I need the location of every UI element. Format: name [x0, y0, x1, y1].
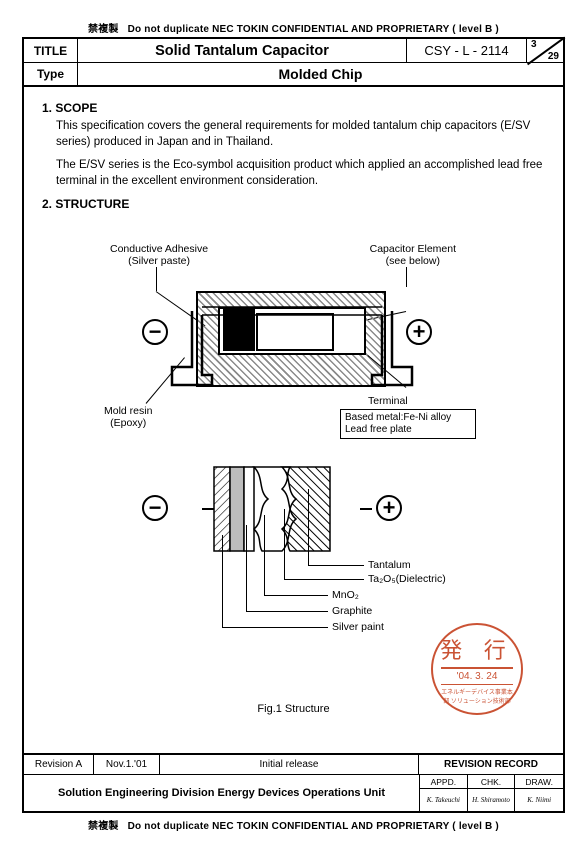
sig-draw-label: DRAW. [515, 775, 563, 788]
figure-caption: Fig.1 Structure [42, 703, 545, 715]
conf-jp: 禁複製 [88, 24, 119, 35]
label-terminal: Terminal [368, 395, 408, 407]
revision-date: Nov.1.'01 [94, 755, 160, 774]
label-tantalum: Tantalum [368, 559, 411, 571]
label-mold-resin: Mold resin (Epoxy) [104, 405, 152, 429]
revision-desc: Initial release [160, 755, 419, 774]
title-value: Solid Tantalum Capacitor [78, 39, 407, 62]
label-silver-paint: Silver paint [332, 621, 384, 633]
issue-stamp: 発 行 '04. 3. 24 エネルギーデバイス事業本部 ソリューション技術部 [431, 623, 523, 715]
plus-icon-2: + [376, 495, 402, 521]
label-capacitor-element: Capacitor Element (see below) [370, 243, 456, 267]
unit-name: Solution Engineering Division Energy Dev… [24, 775, 419, 811]
page-number: 3 29 [527, 39, 563, 62]
revision-record-label: REVISION RECORD [419, 755, 563, 774]
structure-heading: 2. STRUCTURE [42, 197, 545, 211]
confidentiality-footer: 禁複製 Do not duplicate NEC TOKIN CONFIDENT… [22, 817, 565, 832]
figure-1a-cross-section: Conductive Adhesive (Silver paste) Capac… [96, 243, 476, 433]
body-area: 1. SCOPE This specification covers the g… [24, 87, 563, 753]
sig-draw: K. Niimi [515, 789, 563, 811]
doc-code: CSY - L - 2114 [407, 39, 527, 62]
terminal-spec-box: Based metal:Fe-Ni alloy Lead free plate [340, 409, 476, 439]
signatures: APPD. CHK. DRAW. K. Takeuchi H. Shiramot… [419, 775, 563, 811]
type-value: Molded Chip [78, 63, 563, 85]
figure-area: Conductive Adhesive (Silver paste) Capac… [42, 215, 545, 715]
sig-chk-label: CHK. [468, 775, 516, 788]
title-label: TITLE [24, 39, 78, 62]
stamp-date: '04. 3. 24 [457, 671, 498, 682]
confidentiality-header: 禁複製 Do not duplicate NEC TOKIN CONFIDENT… [22, 20, 565, 35]
header-row-title: TITLE Solid Tantalum Capacitor CSY - L -… [24, 39, 563, 63]
header-row-type: Type Molded Chip [24, 63, 563, 87]
figure-1b-layers: − + [138, 465, 468, 665]
layer-stack-svg [202, 465, 372, 555]
label-mno2: MnO₂ [332, 589, 359, 601]
label-dielectric: Ta₂O₅(Dielectric) [368, 573, 446, 585]
footer: Revision A Nov.1.'01 Initial release REV… [24, 753, 563, 811]
sig-appd-label: APPD. [420, 775, 468, 788]
sig-chk: H. Shiramoto [468, 789, 516, 811]
scope-p1: This specification covers the general re… [42, 119, 545, 150]
stamp-kanji: 発 行 [440, 633, 514, 665]
type-label: Type [24, 63, 78, 85]
minus-icon-2: − [142, 495, 168, 521]
revision-label: Revision A [24, 755, 94, 774]
page-current: 3 [531, 39, 537, 50]
sig-appd: K. Takeuchi [420, 789, 468, 811]
footer-row-2: Solution Engineering Division Energy Dev… [24, 775, 563, 811]
label-graphite: Graphite [332, 605, 372, 617]
document-frame: TITLE Solid Tantalum Capacitor CSY - L -… [22, 37, 565, 813]
scope-heading: 1. SCOPE [42, 101, 545, 115]
label-conductive-adhesive: Conductive Adhesive (Silver paste) [110, 243, 208, 267]
page-total: 29 [548, 51, 559, 62]
leadframe-svg [164, 303, 422, 393]
scope-p2: The E/SV series is the Eco-symbol acquis… [42, 158, 545, 189]
conf-en: Do not duplicate NEC TOKIN CONFIDENTIAL … [128, 24, 499, 35]
revision-row: Revision A Nov.1.'01 Initial release REV… [24, 755, 563, 775]
